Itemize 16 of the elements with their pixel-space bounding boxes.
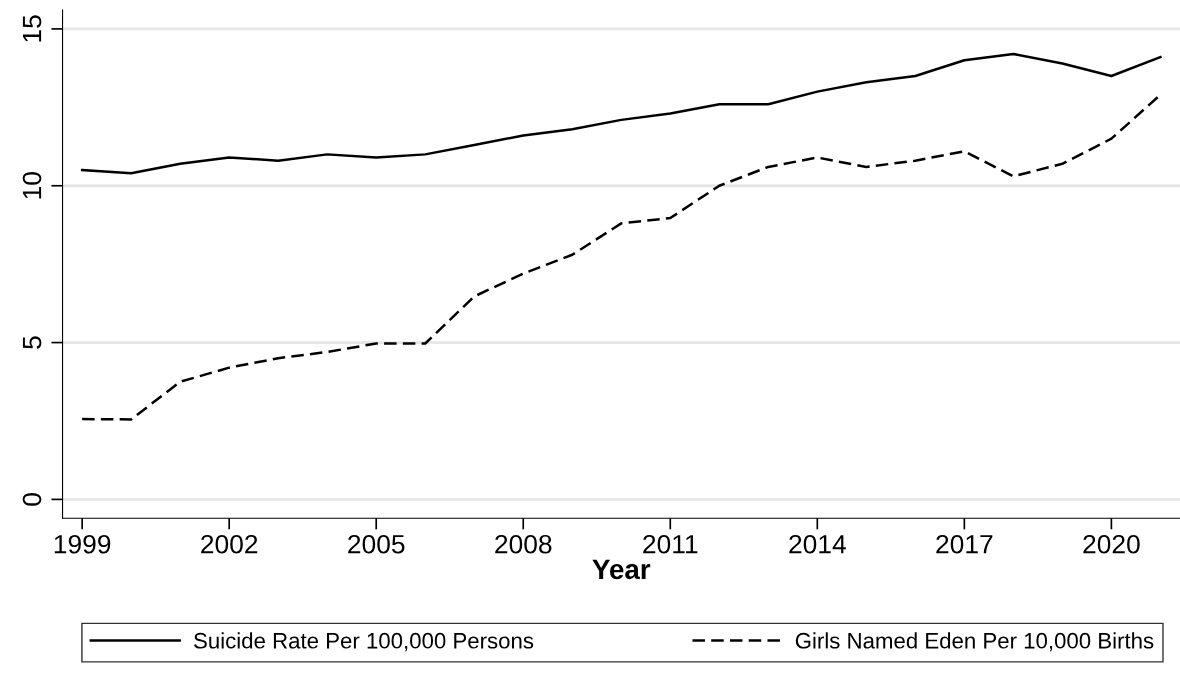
y-tick-label: 5 bbox=[22, 336, 42, 349]
x-tick-label: 2011 bbox=[643, 534, 698, 554]
line-series bbox=[80, 52, 1162, 175]
legend-label: Suicide Rate Per 100,000 Persons bbox=[194, 632, 534, 652]
x-tick-label: 1999 bbox=[54, 534, 111, 554]
x-tick-label: 2005 bbox=[348, 534, 405, 554]
legend-label: Girls Named Eden Per 10,000 Births bbox=[795, 632, 1154, 652]
y-tick-label: 10 bbox=[22, 172, 42, 199]
x-tick-label: 2017 bbox=[936, 534, 993, 554]
y-tick-label: 15 bbox=[22, 15, 42, 42]
x-tick-label: 2014 bbox=[789, 534, 846, 554]
y-tick-label: 0 bbox=[22, 493, 42, 506]
x-tick-label: 2002 bbox=[201, 534, 258, 554]
x-axis-title: Year bbox=[592, 559, 651, 580]
x-tick-label: 2020 bbox=[1083, 534, 1140, 554]
x-tick-label: 2008 bbox=[495, 534, 552, 554]
